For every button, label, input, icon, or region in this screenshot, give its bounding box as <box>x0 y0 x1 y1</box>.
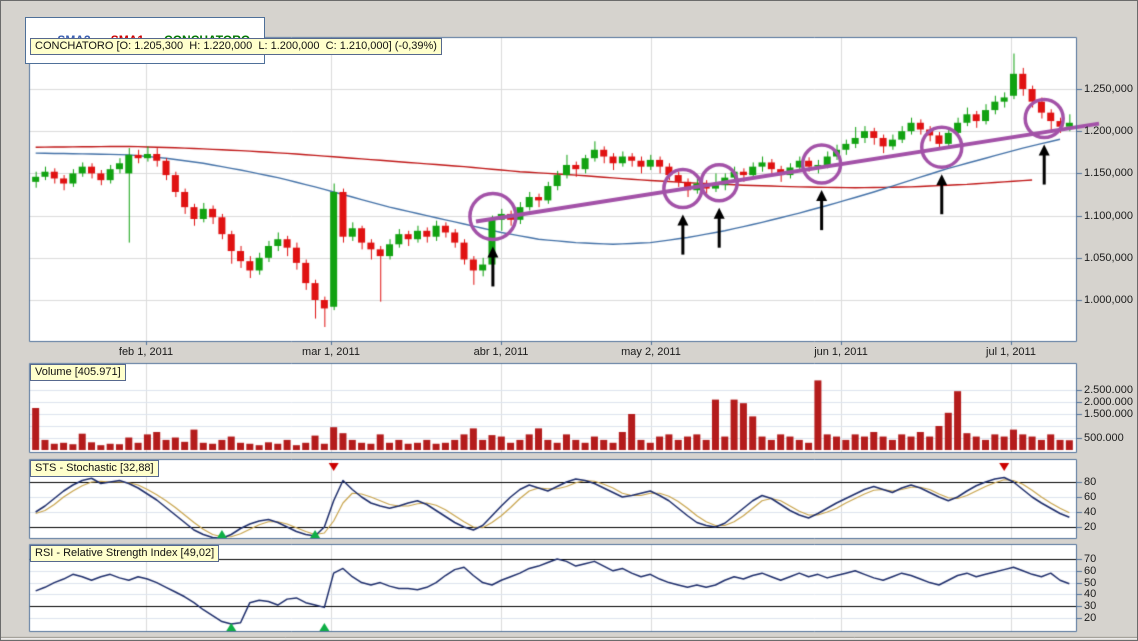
price-panel-title: CONCHATORO [O: 1.205,300 H: 1.220,000 L:… <box>30 38 442 55</box>
date-axis-label: mar 1, 2011 <box>302 346 360 358</box>
date-axis-label: jul 1, 2011 <box>986 346 1036 358</box>
stochastic-panel-title: STS - Stochastic [32,88] <box>30 460 159 477</box>
stochastic-axis-label: 60 <box>1084 491 1097 503</box>
rsi-axis-label: 60 <box>1084 564 1097 577</box>
volume-axis-label: 2.000.000 <box>1084 396 1133 408</box>
rsi-axis-label: 50 <box>1084 576 1097 589</box>
price-axis-label: 1.100,000 <box>1084 209 1133 222</box>
date-axis-label: may 2, 2011 <box>621 346 681 358</box>
price-axis-label: 1.150,000 <box>1084 167 1133 180</box>
volume-axis-label: 2.500.000 <box>1084 384 1133 396</box>
rsi-panel-title: RSI - Relative Strength Index [49,02] <box>30 545 220 562</box>
date-axis-label: abr 1, 2011 <box>473 346 529 358</box>
date-axis-label: feb 1, 2011 <box>118 346 174 358</box>
rsi-axis-label: 40 <box>1084 588 1097 601</box>
volume-panel-title: Volume [405.971] <box>30 364 126 381</box>
price-axis-label: 1.250,000 <box>1084 83 1133 95</box>
stochastic-axis-label: 40 <box>1084 506 1097 518</box>
price-axis-label: 1.200,000 <box>1084 125 1133 138</box>
rsi-axis-label: 20 <box>1084 612 1097 624</box>
price-axis-label: 1.000,000 <box>1084 294 1133 306</box>
price-axis-label: 1.050,000 <box>1084 251 1133 264</box>
rsi-axis-label: 30 <box>1084 600 1097 613</box>
stochastic-axis-label: 80 <box>1084 476 1097 488</box>
volume-axis-label: 1.500.000 <box>1084 408 1133 420</box>
volume-axis-label: 500.000 <box>1084 432 1124 444</box>
rsi-axis-label: 70 <box>1084 553 1097 565</box>
stochastic-axis-label: 20 <box>1084 521 1097 533</box>
date-axis-label: jun 1, 2011 <box>814 346 868 358</box>
